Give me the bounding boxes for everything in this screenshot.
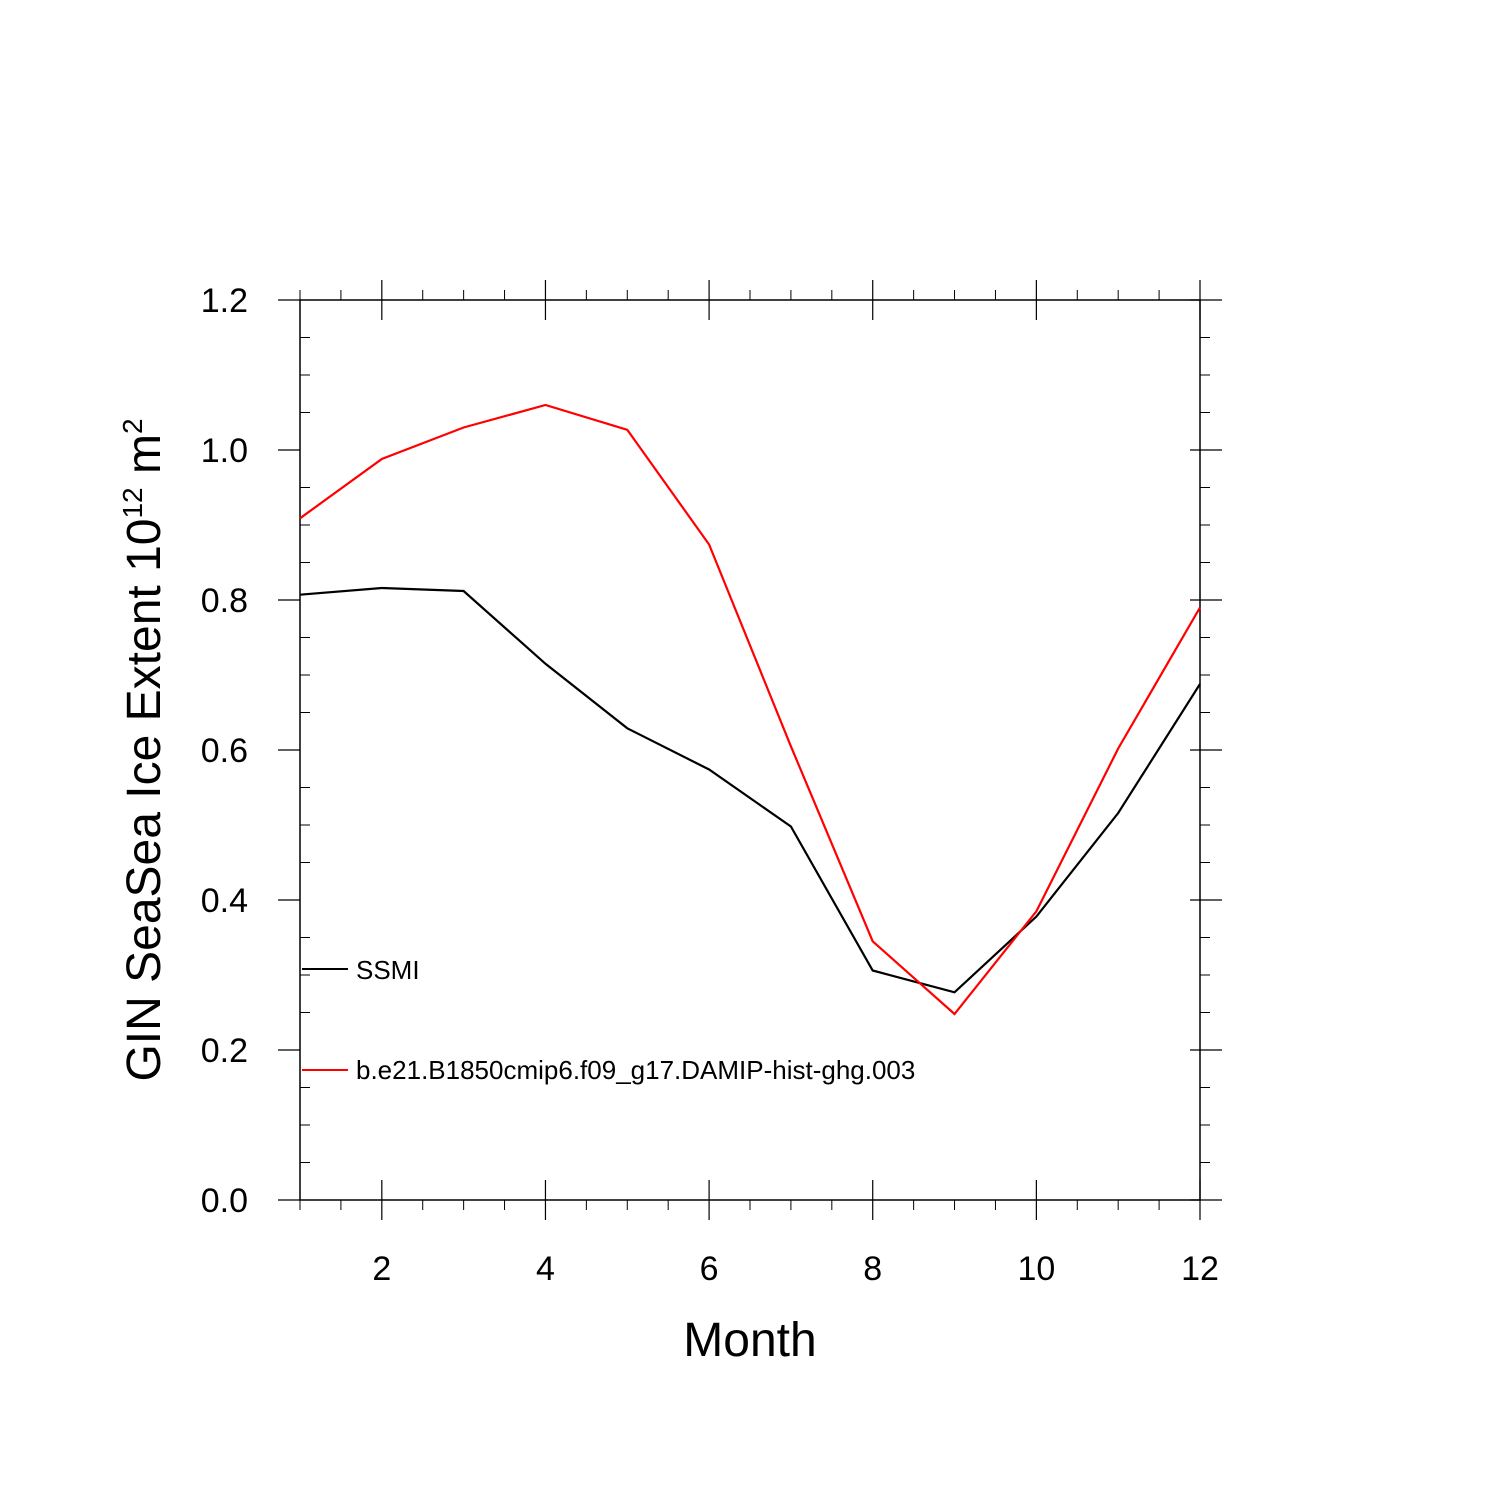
tick-marks (278, 280, 1222, 1220)
x-tick-label-12: 12 (1181, 1250, 1219, 1288)
legend-label-ssmi: SSMI (356, 955, 420, 985)
x-tick-labels: 2 4 6 8 10 12 (372, 1250, 1219, 1288)
series-lines (299, 403, 1201, 1016)
plot-frame (299, 299, 1201, 1201)
y-axis-title: GIN SeaSea Ice Extent 1012 m2 (117, 418, 171, 1081)
y-axis-title-unit: m (118, 434, 171, 487)
y-tick-labels: 0.0 0.2 0.4 0.6 0.8 1.0 1.2 (201, 282, 248, 1220)
y-axis-title-exponent: 12 (117, 487, 148, 518)
x-tick-label-6: 6 (700, 1250, 719, 1288)
y-tick-label-0.4: 0.4 (201, 882, 248, 920)
y-tick-label-1.2: 1.2 (201, 282, 248, 320)
y-tick-label-0.2: 0.2 (201, 1032, 248, 1070)
y-axis-title-main: GIN SeaSea Ice Extent 10 (118, 519, 171, 1082)
y-axis-title-unit-exponent: 2 (117, 418, 148, 434)
y-tick-label-0.6: 0.6 (201, 732, 248, 770)
y-tick-label-0.0: 0.0 (201, 1182, 248, 1220)
x-axis-title: Month (683, 1314, 816, 1367)
legend: SSMI b.e21.B1850cmip6.f09_g17.DAMIP-hist… (302, 955, 915, 1085)
x-tick-label-10: 10 (1017, 1250, 1055, 1288)
y-tick-label-0.8: 0.8 (201, 582, 248, 620)
legend-label-model: b.e21.B1850cmip6.f09_g17.DAMIP-hist-ghg.… (356, 1055, 915, 1085)
x-tick-label-8: 8 (863, 1250, 882, 1288)
series-line-0 (299, 586, 1201, 994)
x-tick-label-4: 4 (536, 1250, 555, 1288)
y-tick-label-1.0: 1.0 (201, 432, 248, 470)
x-tick-label-2: 2 (372, 1250, 391, 1288)
series-line-1 (299, 403, 1201, 1016)
